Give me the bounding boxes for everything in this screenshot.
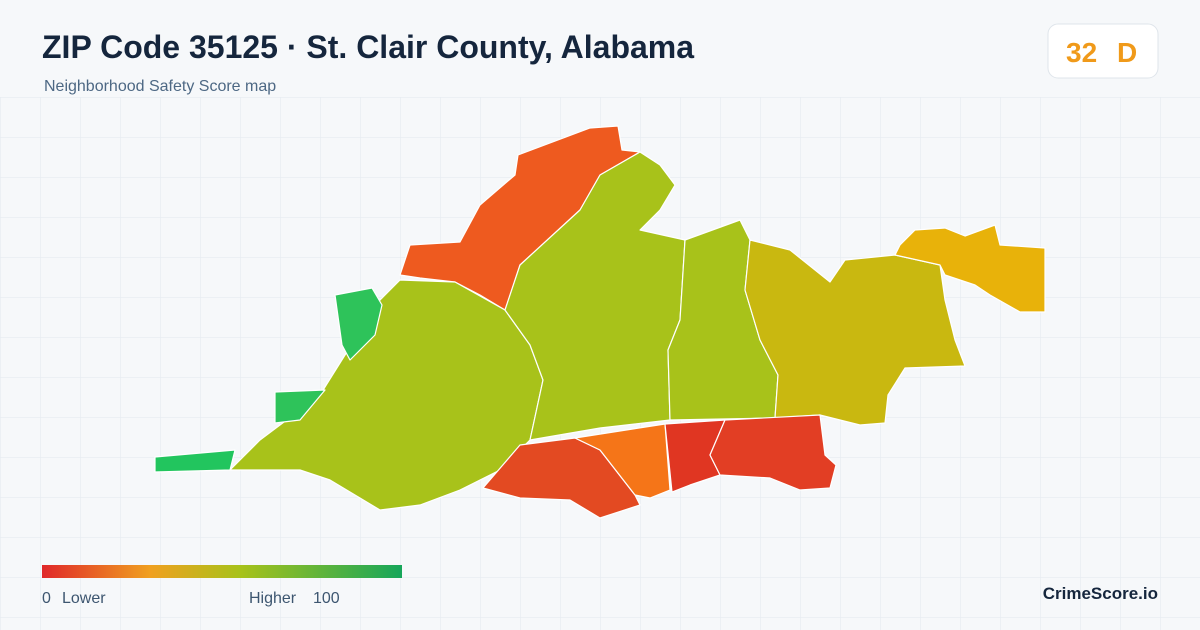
legend-min-label: Lower: [62, 590, 106, 607]
region: [154, 449, 236, 473]
map: [154, 125, 1046, 519]
subtitle: Neighborhood Safety Score map: [44, 78, 276, 95]
legend-min: 0: [42, 590, 51, 607]
region: [482, 437, 641, 519]
region: [334, 287, 383, 361]
grade: D: [1117, 37, 1137, 68]
legend-scale: [42, 565, 402, 578]
region: [744, 239, 966, 426]
region: [274, 389, 326, 424]
brand: CrimeScore.io: [1043, 584, 1158, 603]
region: [709, 414, 837, 491]
score-badge: [1047, 23, 1159, 79]
score: 32: [1066, 37, 1097, 68]
legend-max: 100: [313, 590, 340, 607]
title: ZIP Code 35125 · St. Clair County, Alaba…: [42, 29, 694, 65]
legend-max-label: Higher: [249, 590, 297, 607]
region: [894, 224, 1046, 313]
region: [504, 151, 686, 441]
